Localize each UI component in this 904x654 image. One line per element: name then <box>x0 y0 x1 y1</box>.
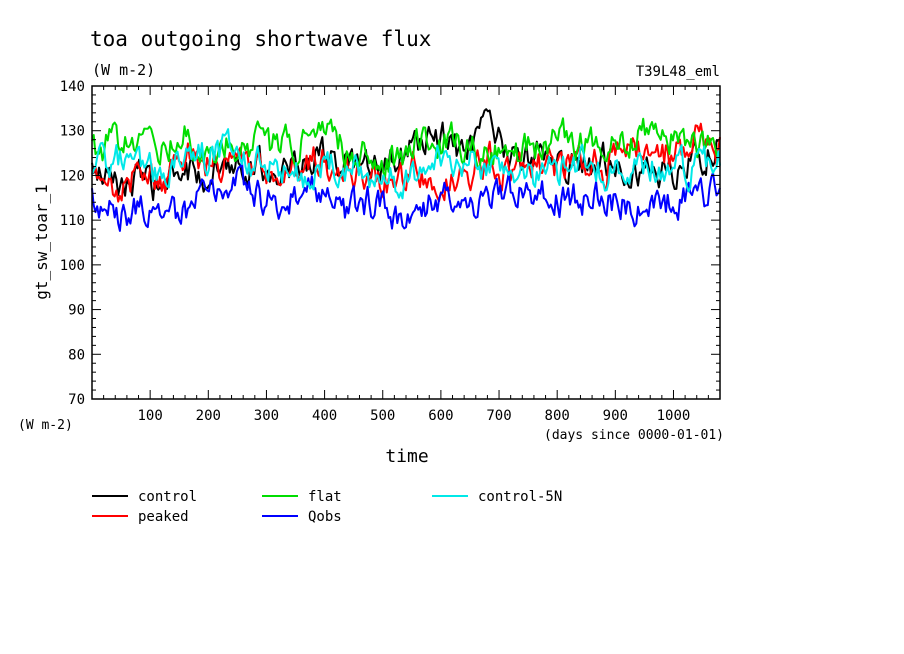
y-tick-label: 70 <box>68 392 85 408</box>
ticks-layer: 100 200 300 400 500 600 700 800 900 1000 70 80 90 100… <box>60 79 720 424</box>
x-tick-label: 700 <box>486 408 511 424</box>
x-tick-label: 400 <box>312 408 337 424</box>
legend-label-flat: flat <box>308 489 342 505</box>
run-label: T39L48_eml <box>636 64 720 80</box>
y-units-label: (W m-2) <box>18 418 73 433</box>
x-tick-label: 300 <box>254 408 279 424</box>
y-tick-label: 140 <box>60 79 85 95</box>
y-tick-label: 90 <box>68 303 85 319</box>
y-tick-label: 100 <box>60 258 85 274</box>
y-tick-label: 130 <box>60 124 85 140</box>
x-axis-label: time <box>385 446 428 467</box>
x-tick-label: 600 <box>428 408 453 424</box>
chart-subtitle: (W m-2) <box>92 61 155 79</box>
x-tick-label: 1000 <box>657 408 691 424</box>
chart-title: toa outgoing shortwave flux <box>90 27 431 51</box>
y-tick-label: 80 <box>68 347 85 363</box>
legend-label-control: control <box>138 489 197 505</box>
y-axis-label: gt_sw_toar_1 <box>32 184 51 300</box>
legend-label-peaked: peaked <box>138 509 189 525</box>
x-tick-label: 500 <box>370 408 395 424</box>
x-tick-label: 100 <box>137 408 162 424</box>
legend: control peaked flat Qobs control-5N <box>92 489 562 525</box>
y-tick-label: 120 <box>60 168 85 184</box>
legend-label-qobs: Qobs <box>308 509 342 525</box>
y-tick-label: 110 <box>60 213 85 229</box>
series-line-control-5n <box>91 128 721 200</box>
series-layer <box>91 108 721 232</box>
x-tick-label: 800 <box>545 408 570 424</box>
x-tick-label: 200 <box>196 408 221 424</box>
x-tick-label: 900 <box>603 408 628 424</box>
series-line-qobs <box>91 161 721 232</box>
legend-label-control-5n: control-5N <box>478 489 562 505</box>
x-units-label: (days since 0000-01-01) <box>544 428 724 443</box>
